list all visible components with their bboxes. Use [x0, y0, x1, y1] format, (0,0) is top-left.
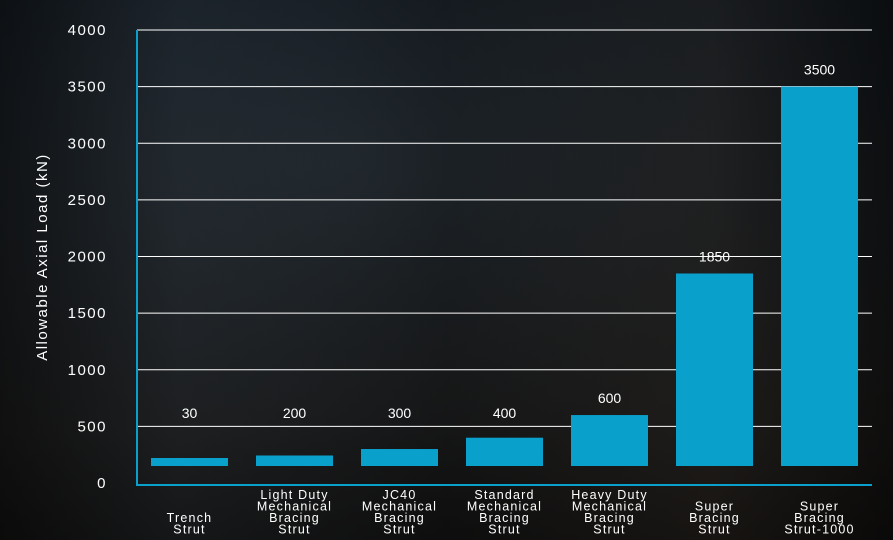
- data-label: 400: [493, 405, 517, 421]
- bar-1: [151, 458, 228, 466]
- data-label: 200: [283, 405, 307, 421]
- y-tick-label: 4000: [68, 22, 107, 39]
- category-label: Heavy Duty Mechanical Bracing Strut: [571, 488, 648, 537]
- category-label: Super Bracing Strut-1000: [784, 500, 854, 537]
- data-labels: 30 200 300 400 600 1850 3500: [182, 62, 836, 421]
- data-label: 3500: [804, 62, 835, 78]
- category-label: JC40 Mechanical Bracing Strut: [362, 488, 437, 537]
- bars: [151, 86, 858, 466]
- category-labels: Trench Strut Light Duty Mechanical Bracing St…: [167, 488, 854, 537]
- y-tick-label: 0: [97, 475, 107, 492]
- y-tick-label: 3000: [68, 135, 107, 152]
- axes: [136, 30, 872, 486]
- data-label: 30: [182, 405, 198, 421]
- y-tick-labels: 0 500 1000 1500 2000 2500 3000 3500 4000: [68, 22, 107, 492]
- category-label: Light Duty Mechanical Bracing Strut: [257, 488, 332, 537]
- category-label: Super Bracing Strut: [689, 500, 740, 537]
- y-tick-label: 2000: [68, 249, 107, 266]
- category-label: Standard Mechanical Bracing Strut: [467, 488, 542, 537]
- data-label: 600: [598, 390, 622, 406]
- y-axis-label: Allowable Axial Load (kN): [34, 153, 51, 361]
- y-tick-label: 1500: [68, 305, 107, 322]
- gridlines: [137, 29, 872, 427]
- bar-6: [676, 273, 753, 466]
- bar-7: [781, 86, 858, 466]
- y-tick-label: 500: [77, 418, 107, 435]
- bar-3: [361, 449, 438, 466]
- bar-2: [256, 455, 333, 466]
- y-tick-label: 3500: [68, 79, 107, 96]
- data-label: 300: [388, 405, 412, 421]
- y-tick-label: 2500: [68, 192, 107, 209]
- data-label: 1850: [699, 248, 730, 264]
- y-tick-label: 1000: [68, 362, 107, 379]
- bar-5: [571, 415, 648, 466]
- category-label: Trench Strut: [167, 511, 213, 537]
- bar-4: [466, 437, 543, 466]
